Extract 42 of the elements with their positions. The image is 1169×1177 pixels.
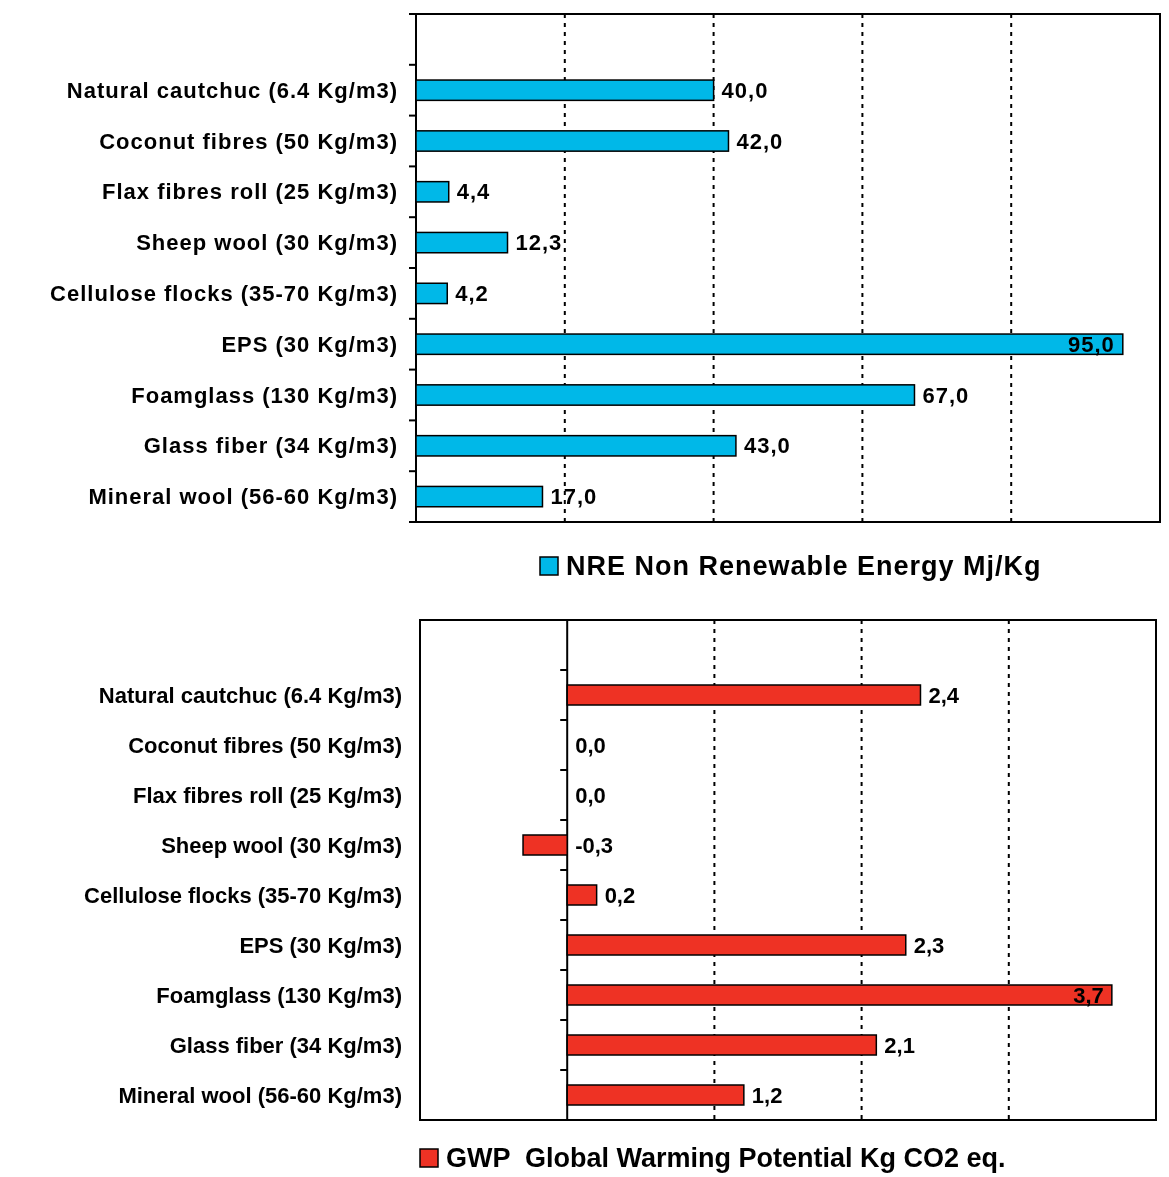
bar (415, 231, 509, 254)
y-tick-label: Natural cautchuc (6.4 Kg/m3) (66, 77, 398, 103)
y-tick-label: EPS (30 Kg/m3) (239, 932, 402, 958)
data-label: 43,0 (743, 433, 791, 459)
data-label: 12,3 (515, 230, 563, 256)
data-label: 42,0 (736, 128, 784, 154)
data-label: 4,2 (455, 280, 489, 306)
legend-label: NRE Non Renewable Energy Mj/Kg (566, 551, 1042, 581)
data-label: 17,0 (550, 484, 598, 510)
y-tick-label: Coconut fibres (50 Kg/m3) (128, 732, 402, 758)
y-tick-label: Foamglass (130 Kg/m3) (156, 982, 402, 1008)
y-tick-label: Natural cautchuc (6.4 Kg/m3) (98, 682, 402, 708)
legend-label: GWP Global Warming Potential Kg CO2 eq. (446, 1143, 1006, 1173)
data-label: 0,0 (575, 782, 606, 808)
y-tick-label: Mineral wool (56-60 Kg/m3) (118, 1082, 402, 1108)
data-label: 2,3 (913, 932, 945, 958)
y-tick-label: Glass fiber (34 Kg/m3) (143, 433, 398, 459)
data-label: 0,2 (604, 882, 636, 908)
data-label: 1,2 (751, 1082, 783, 1108)
data-label: 3,7 (1073, 982, 1104, 1008)
y-tick-label: Glass fiber (34 Kg/m3) (169, 1032, 402, 1058)
y-tick-label: Coconut fibres (50 Kg/m3) (99, 128, 398, 154)
y-tick-label: EPS (30 Kg/m3) (221, 331, 398, 357)
bar (415, 282, 448, 305)
y-tick-label: Foamglass (130 Kg/m3) (131, 382, 398, 408)
y-tick-label: Flax fibres roll (25 Kg/m3) (102, 179, 398, 205)
data-label: 40,0 (721, 77, 769, 103)
y-tick-label: Mineral wool (56-60 Kg/m3) (88, 484, 398, 510)
bar (415, 180, 450, 203)
data-label: 0,0 (575, 732, 606, 758)
y-tick-label: Cellulose flocks (35-70 Kg/m3) (50, 280, 398, 306)
data-label: 2,4 (928, 682, 960, 708)
data-label: 67,0 (922, 382, 970, 408)
y-tick-label: Cellulose flocks (35-70 Kg/m3) (84, 882, 402, 908)
data-label: 95,0 (1067, 331, 1115, 357)
y-tick-label: Sheep wool (30 Kg/m3) (161, 832, 402, 858)
data-label: 4,4 (456, 179, 491, 205)
y-tick-label: Sheep wool (30 Kg/m3) (136, 230, 398, 256)
data-label: -0,3 (575, 832, 614, 858)
y-tick-label: Flax fibres roll (25 Kg/m3) (133, 782, 402, 808)
data-label: 2,1 (884, 1032, 915, 1058)
bar (415, 485, 544, 508)
